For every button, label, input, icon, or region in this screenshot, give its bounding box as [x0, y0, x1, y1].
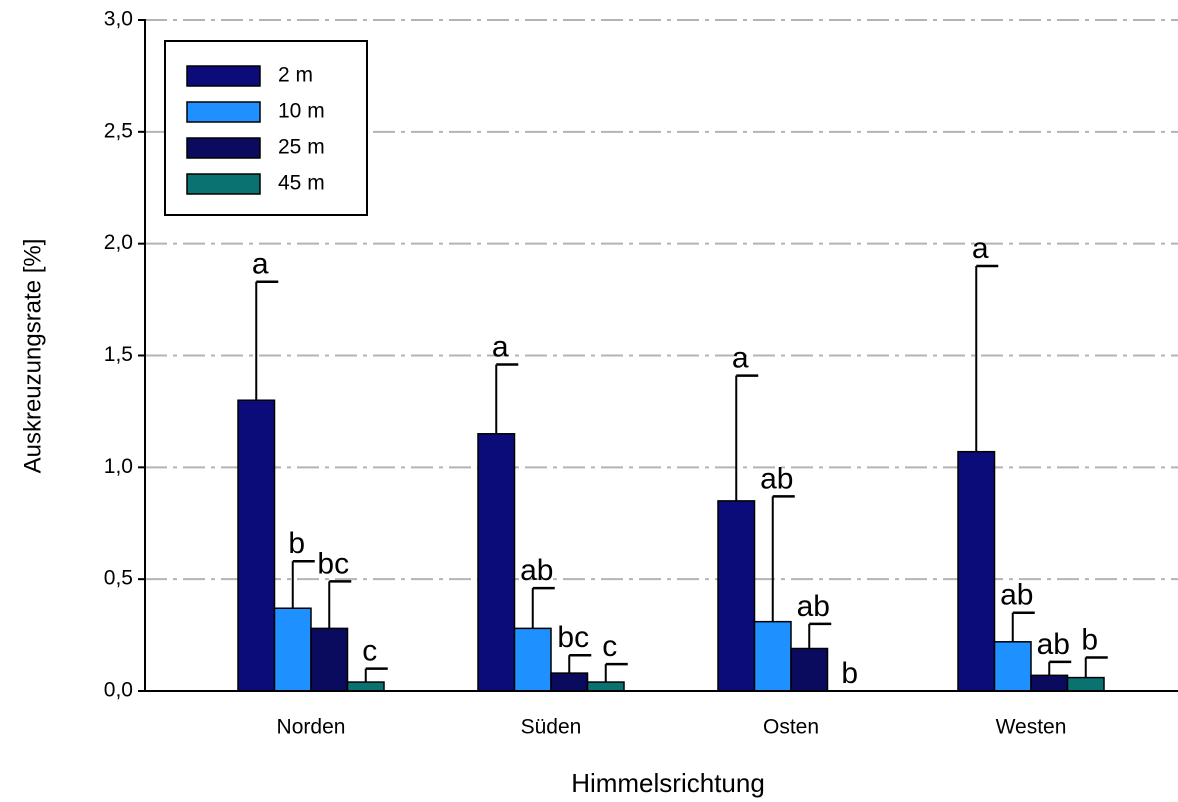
x-tick-label: Osten — [763, 716, 819, 739]
significance-letter: bc — [317, 547, 349, 580]
bar — [346, 681, 385, 692]
x-axis-title: Himmelsrichtung — [571, 768, 765, 798]
y-tick-label: 3,0 — [104, 8, 133, 31]
bar — [717, 500, 756, 692]
significance-letter: a — [732, 342, 749, 375]
bar — [957, 450, 996, 692]
x-tick-label: Norden — [277, 716, 346, 739]
legend-swatch — [186, 65, 261, 87]
significance-letter: c — [602, 630, 617, 663]
legend-swatch — [186, 173, 261, 195]
bar — [550, 672, 589, 692]
y-tick-label: 1,0 — [104, 455, 133, 478]
significance-letter: a — [492, 330, 509, 363]
bar — [790, 647, 829, 692]
x-tick-label: Westen — [996, 716, 1067, 739]
significance-letter: ab — [1037, 628, 1070, 661]
bar — [1030, 674, 1069, 692]
significance-letter: ab — [760, 462, 793, 495]
significance-letter: c — [362, 635, 377, 668]
legend-swatch — [186, 137, 261, 159]
y-tick-label: 0,0 — [104, 679, 133, 702]
significance-letter: ab — [797, 590, 830, 623]
legend-label: 2 m — [278, 64, 313, 87]
significance-letter: b — [288, 527, 305, 560]
legend-label: 10 m — [278, 100, 325, 123]
significance-letter: b — [1081, 623, 1098, 656]
bar — [513, 627, 552, 692]
y-axis-title: Auskreuzungsrate [%] — [19, 239, 46, 474]
legend-swatch — [186, 101, 261, 123]
legend-label: 25 m — [278, 136, 325, 159]
bar — [477, 433, 516, 692]
bar — [237, 399, 276, 692]
y-tick-label: 0,5 — [104, 567, 133, 590]
legend-label: 45 m — [278, 172, 325, 195]
significance-letter: bc — [557, 621, 589, 654]
x-tick-label: Süden — [521, 716, 582, 739]
bar — [310, 627, 349, 692]
significance-letter: b — [841, 657, 858, 690]
bar — [753, 620, 792, 692]
bar — [586, 681, 625, 692]
y-tick-label: 2,0 — [104, 231, 133, 254]
y-tick-label: 2,5 — [104, 119, 133, 142]
bar — [993, 641, 1032, 692]
significance-letter: a — [972, 232, 989, 265]
significance-letter: a — [252, 248, 269, 281]
significance-letter: ab — [1000, 579, 1033, 612]
bar — [273, 607, 312, 692]
bar — [1066, 676, 1105, 692]
significance-letter: ab — [520, 554, 553, 587]
legend: 2 m 10 m 25 m 45 m — [164, 40, 368, 216]
y-tick-label: 1,5 — [104, 343, 133, 366]
